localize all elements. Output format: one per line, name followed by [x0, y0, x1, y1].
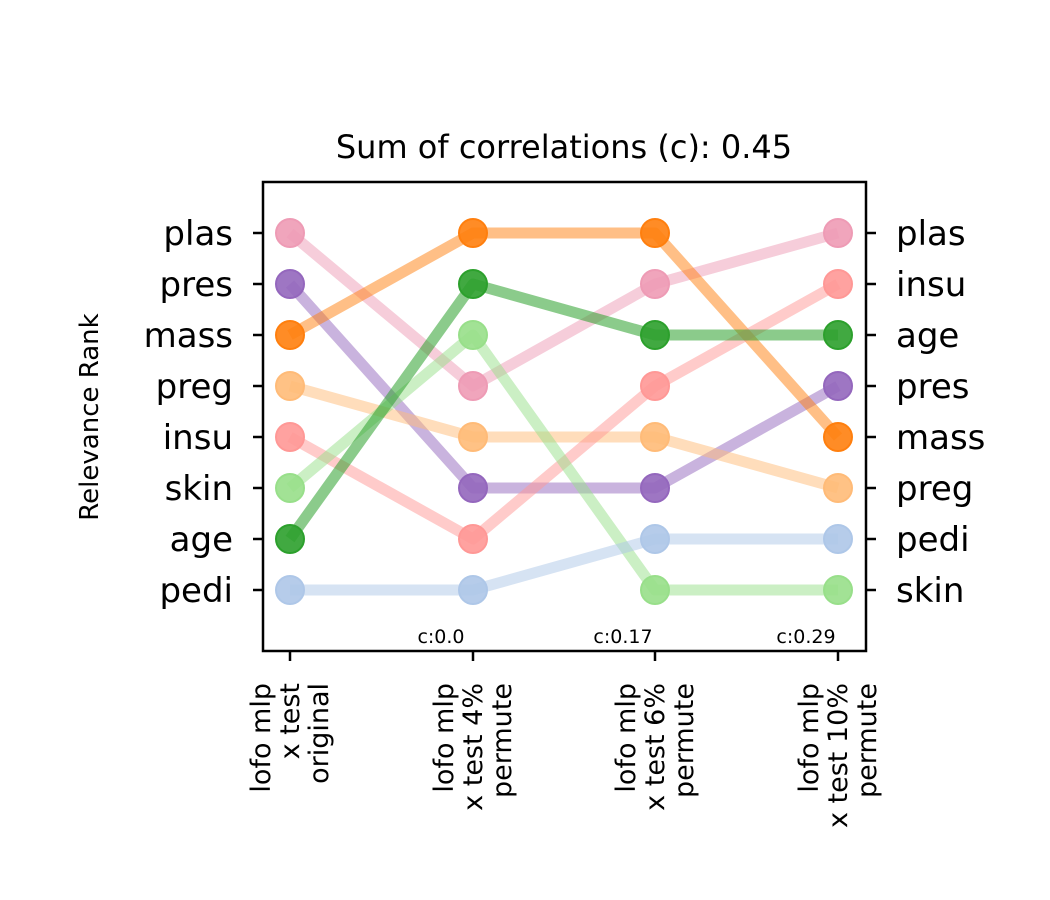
point-pres-3: [823, 371, 853, 401]
point-age-1: [458, 269, 488, 299]
point-mass-1: [458, 218, 488, 248]
point-skin-3: [823, 575, 853, 605]
right-tick-label-insu: insu: [896, 265, 966, 305]
point-age-3: [823, 320, 853, 350]
x-tick-label-2-line-2: permute: [669, 683, 700, 798]
x-tick-label-0-line-2: original: [304, 683, 335, 784]
left-tick-label-skin: skin: [165, 469, 233, 509]
left-tick-label-insu: insu: [163, 418, 233, 458]
series-line-age: [285, 278, 838, 543]
chart-title: Sum of correlations (c): 0.45: [336, 128, 792, 166]
x-tick-label-2-line-0: lofo mlp: [611, 683, 642, 793]
plot-frame: [261, 180, 868, 653]
right-tick-label-age: age: [896, 316, 959, 356]
series-points: [275, 218, 853, 605]
point-age-0: [275, 524, 305, 554]
point-pres-2: [640, 473, 670, 503]
point-pedi-3: [823, 524, 853, 554]
point-plas-1: [458, 371, 488, 401]
point-preg-0: [275, 371, 305, 401]
point-skin-0: [275, 473, 305, 503]
x-tick-label-1-line-0: lofo mlp: [429, 683, 460, 793]
series-line-pres: [285, 280, 841, 494]
correlation-labels: c:0.0 c:0.17 c:0.29: [417, 626, 835, 648]
point-pedi-2: [640, 524, 670, 554]
left-tick-label-age: age: [170, 520, 233, 560]
left-tick-label-pedi: pedi: [159, 571, 233, 611]
point-plas-2: [640, 269, 670, 299]
left-tick-label-pres: pres: [160, 265, 233, 305]
x-tick-label-0-line-1: x test: [275, 683, 306, 759]
x-tick-label-1-line-2: permute: [487, 683, 518, 798]
right-tick-label-skin: skin: [896, 571, 964, 611]
point-preg-3: [823, 473, 853, 503]
point-pres-0: [275, 269, 305, 299]
x-tick-label-1-line-1: x test 4%: [458, 683, 489, 811]
x-tick-label-3-line-0: lofo mlp: [794, 683, 825, 793]
right-tick-label-pres: pres: [896, 367, 969, 407]
series-line-pedi: [290, 533, 838, 596]
left-tick-labels: plas pres mass preg insu skin age pedi: [144, 214, 233, 611]
correlation-label-2: c:0.17: [593, 626, 652, 648]
point-pres-1: [458, 473, 488, 503]
point-plas-3: [823, 218, 853, 248]
point-mass-3: [823, 422, 853, 452]
series-line-plas: [286, 227, 840, 392]
point-pedi-1: [458, 575, 488, 605]
point-mass-2: [640, 218, 670, 248]
point-skin-2: [640, 575, 670, 605]
right-tick-label-preg: preg: [896, 469, 973, 509]
point-skin-1: [458, 320, 488, 350]
right-tick-label-plas: plas: [896, 214, 966, 254]
axis-ticks: [253, 231, 876, 661]
x-tick-label-3-line-1: x test 10%: [823, 683, 854, 828]
left-tick-label-preg: preg: [156, 367, 233, 407]
right-tick-label-mass: mass: [896, 418, 985, 458]
point-preg-1: [458, 422, 488, 452]
point-preg-2: [640, 422, 670, 452]
point-insu-3: [823, 269, 853, 299]
left-tick-label-mass: mass: [144, 316, 233, 356]
right-tick-labels: plas insu age pres mass preg pedi skin: [896, 214, 985, 611]
x-tick-label-3-line-2: permute: [852, 683, 883, 798]
series-lines: [285, 227, 843, 596]
right-tick-label-pedi: pedi: [896, 520, 970, 560]
point-age-2: [640, 320, 670, 350]
correlation-label-3: c:0.29: [776, 626, 835, 648]
correlation-label-1: c:0.0: [417, 626, 464, 648]
point-mass-0: [275, 320, 305, 350]
point-pedi-0: [275, 575, 305, 605]
point-insu-1: [458, 524, 488, 554]
point-insu-2: [640, 371, 670, 401]
x-tick-label-0-line-0: lofo mlp: [246, 683, 277, 793]
point-insu-0: [275, 422, 305, 452]
y-axis-label: Relevance Rank: [75, 313, 105, 520]
point-plas-0: [275, 218, 305, 248]
x-tick-label-2-line-1: x test 6%: [640, 683, 671, 811]
left-tick-label-plas: plas: [163, 214, 233, 254]
